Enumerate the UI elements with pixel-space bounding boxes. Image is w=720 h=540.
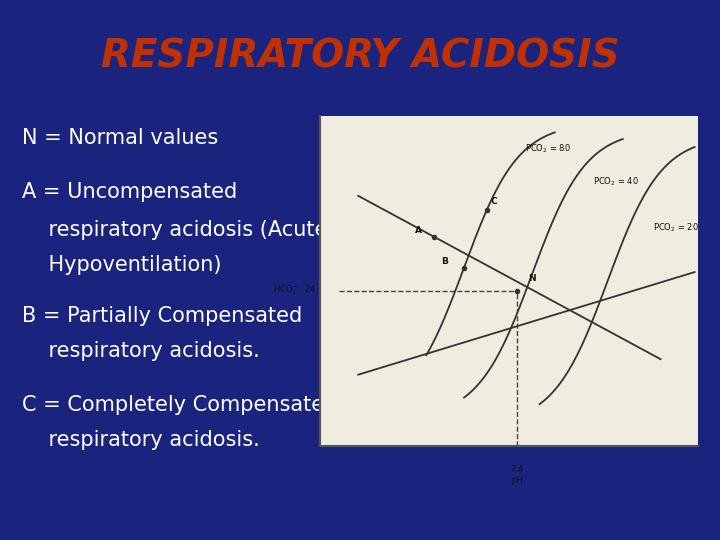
Text: PCO$_2$ = 40: PCO$_2$ = 40 [593,176,639,188]
Text: PCO$_2$ = 20: PCO$_2$ = 20 [653,221,699,234]
Text: respiratory acidosis (Acute: respiratory acidosis (Acute [22,219,327,240]
Text: HCO$_3^-$  24: HCO$_3^-$ 24 [273,284,317,298]
Text: A: A [415,226,422,235]
Text: C: C [490,197,497,206]
Text: N = Normal values: N = Normal values [22,127,218,148]
Text: respiratory acidosis.: respiratory acidosis. [22,341,259,361]
Text: RESPIRATORY ACIDOSIS: RESPIRATORY ACIDOSIS [101,38,619,76]
Text: B = Partially Compensated: B = Partially Compensated [22,306,302,326]
Text: B: B [441,258,449,266]
Text: 7.4
pH: 7.4 pH [510,465,523,485]
Text: Hypoventilation): Hypoventilation) [22,254,221,275]
Text: N: N [528,274,536,283]
Text: C = Completely Compensated: C = Completely Compensated [22,395,337,415]
Text: PCO$_2$ = 80: PCO$_2$ = 80 [524,143,570,155]
Text: A = Uncompensated: A = Uncompensated [22,181,237,202]
Text: respiratory acidosis.: respiratory acidosis. [22,430,259,450]
